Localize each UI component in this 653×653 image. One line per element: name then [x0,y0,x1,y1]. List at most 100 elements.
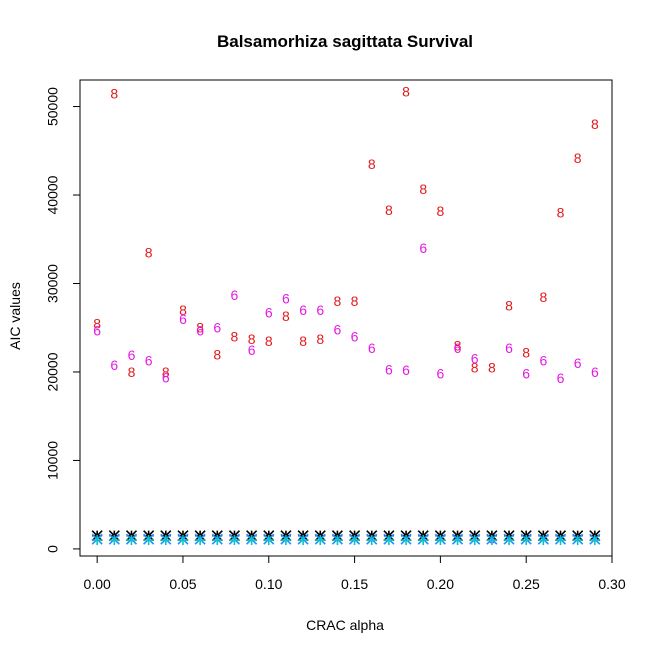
point-marker-0: 8 [128,364,136,380]
point-marker-4 [521,535,532,546]
point-marker-0: 8 [110,85,118,101]
point-marker-4 [160,535,171,546]
point-marker-4 [177,535,188,546]
point-marker-0: 8 [265,333,273,349]
point-marker-1: 6 [179,311,187,327]
point-marker-1: 6 [93,322,101,338]
point-marker-4 [469,535,480,546]
plot-frame [79,79,613,557]
point-marker-4 [126,535,137,546]
point-marker-0: 8 [539,289,547,305]
point-marker-1: 6 [265,305,273,321]
point-marker-0: 8 [505,298,513,314]
x-tick-label: 0.30 [598,576,625,592]
y-tick-label: 20000 [45,352,61,391]
point-marker-1: 6 [299,302,307,318]
point-marker-0: 8 [299,333,307,349]
point-marker-1: 6 [128,347,136,363]
x-axis: 0.00 0.05 0.10 0.15 0.20 0.25 0.30 [84,555,626,592]
point-marker-4 [109,535,120,546]
point-marker-0: 8 [557,205,565,221]
point-marker-0: 8 [419,181,427,197]
point-marker-1: 6 [539,352,547,368]
point-marker-4 [315,535,326,546]
x-tick-label: 0.10 [255,576,282,592]
point-marker-4 [538,535,549,546]
y-tick-label: 40000 [45,175,61,214]
point-marker-0: 8 [522,345,530,361]
point-marker-4 [418,535,429,546]
point-marker-4 [589,535,600,546]
x-tick-label: 0.15 [341,576,368,592]
point-marker-1: 6 [505,340,513,356]
y-axis-label: AIC values [7,282,23,350]
y-tick-label: 10000 [45,441,61,480]
point-marker-1: 6 [351,329,359,345]
point-marker-4 [401,535,412,546]
y-tick-label: 0 [45,545,61,553]
point-marker-0: 8 [385,202,393,218]
point-marker-4 [212,535,223,546]
point-marker-0: 8 [488,360,496,376]
point-marker-1: 6 [110,357,118,373]
point-marker-1: 6 [471,351,479,367]
point-marker-1: 6 [591,364,599,380]
point-marker-0: 8 [334,293,342,309]
point-marker-0: 8 [248,331,256,347]
point-marker-1: 6 [213,320,221,336]
point-marker-0: 8 [93,315,101,331]
point-marker-4 [572,535,583,546]
point-marker-1: 6 [522,366,530,382]
y-tick-label: 30000 [45,264,61,303]
point-marker-1: 6 [316,302,324,318]
point-marker-1: 6 [162,369,170,385]
x-tick-label: 0.00 [84,576,111,592]
point-marker-4 [332,535,343,546]
point-marker-1: 6 [419,240,427,256]
point-marker-0: 8 [471,360,479,376]
point-marker-1: 6 [231,287,239,303]
point-marker-4 [349,535,360,546]
point-marker-1: 6 [454,340,462,356]
point-marker-1: 6 [436,366,444,382]
point-marker-4 [143,535,154,546]
point-marker-0: 8 [145,245,153,261]
point-marker-0: 8 [316,331,324,347]
point-marker-0: 8 [591,116,599,132]
point-marker-4 [366,535,377,546]
point-marker-0: 8 [351,293,359,309]
point-marker-4 [280,535,291,546]
point-marker-0: 8 [162,364,170,380]
point-marker-4 [435,535,446,546]
point-marker-1: 6 [145,352,153,368]
point-marker-0: 8 [282,308,290,324]
point-marker-0: 8 [231,329,239,345]
point-marker-4 [229,535,240,546]
point-marker-0: 8 [574,150,582,166]
point-marker-1: 6 [334,322,342,338]
point-marker-1: 6 [385,361,393,377]
chart-title: Balsamorhiza sagittata Survival [217,32,473,51]
point-marker-0: 8 [436,203,444,219]
point-marker-4 [298,535,309,546]
point-marker-4 [504,535,515,546]
point-marker-0: 8 [454,337,462,353]
point-marker-4 [383,535,394,546]
y-tick-label: 50000 [45,87,61,126]
point-marker-4 [486,535,497,546]
point-marker-1: 6 [248,342,256,358]
point-marker-4 [246,535,257,546]
point-marker-1: 6 [402,362,410,378]
y-axis: 0 10000 20000 30000 40000 50000 [45,87,81,553]
point-marker-1: 6 [282,291,290,307]
x-tick-label: 0.25 [513,576,540,592]
point-marker-1: 6 [368,340,376,356]
point-marker-0: 8 [368,156,376,172]
x-axis-label: CRAC alpha [306,617,384,633]
x-tick-label: 0.05 [169,576,196,592]
point-marker-1: 6 [574,355,582,371]
point-marker-4 [555,535,566,546]
point-marker-0: 8 [179,302,187,318]
